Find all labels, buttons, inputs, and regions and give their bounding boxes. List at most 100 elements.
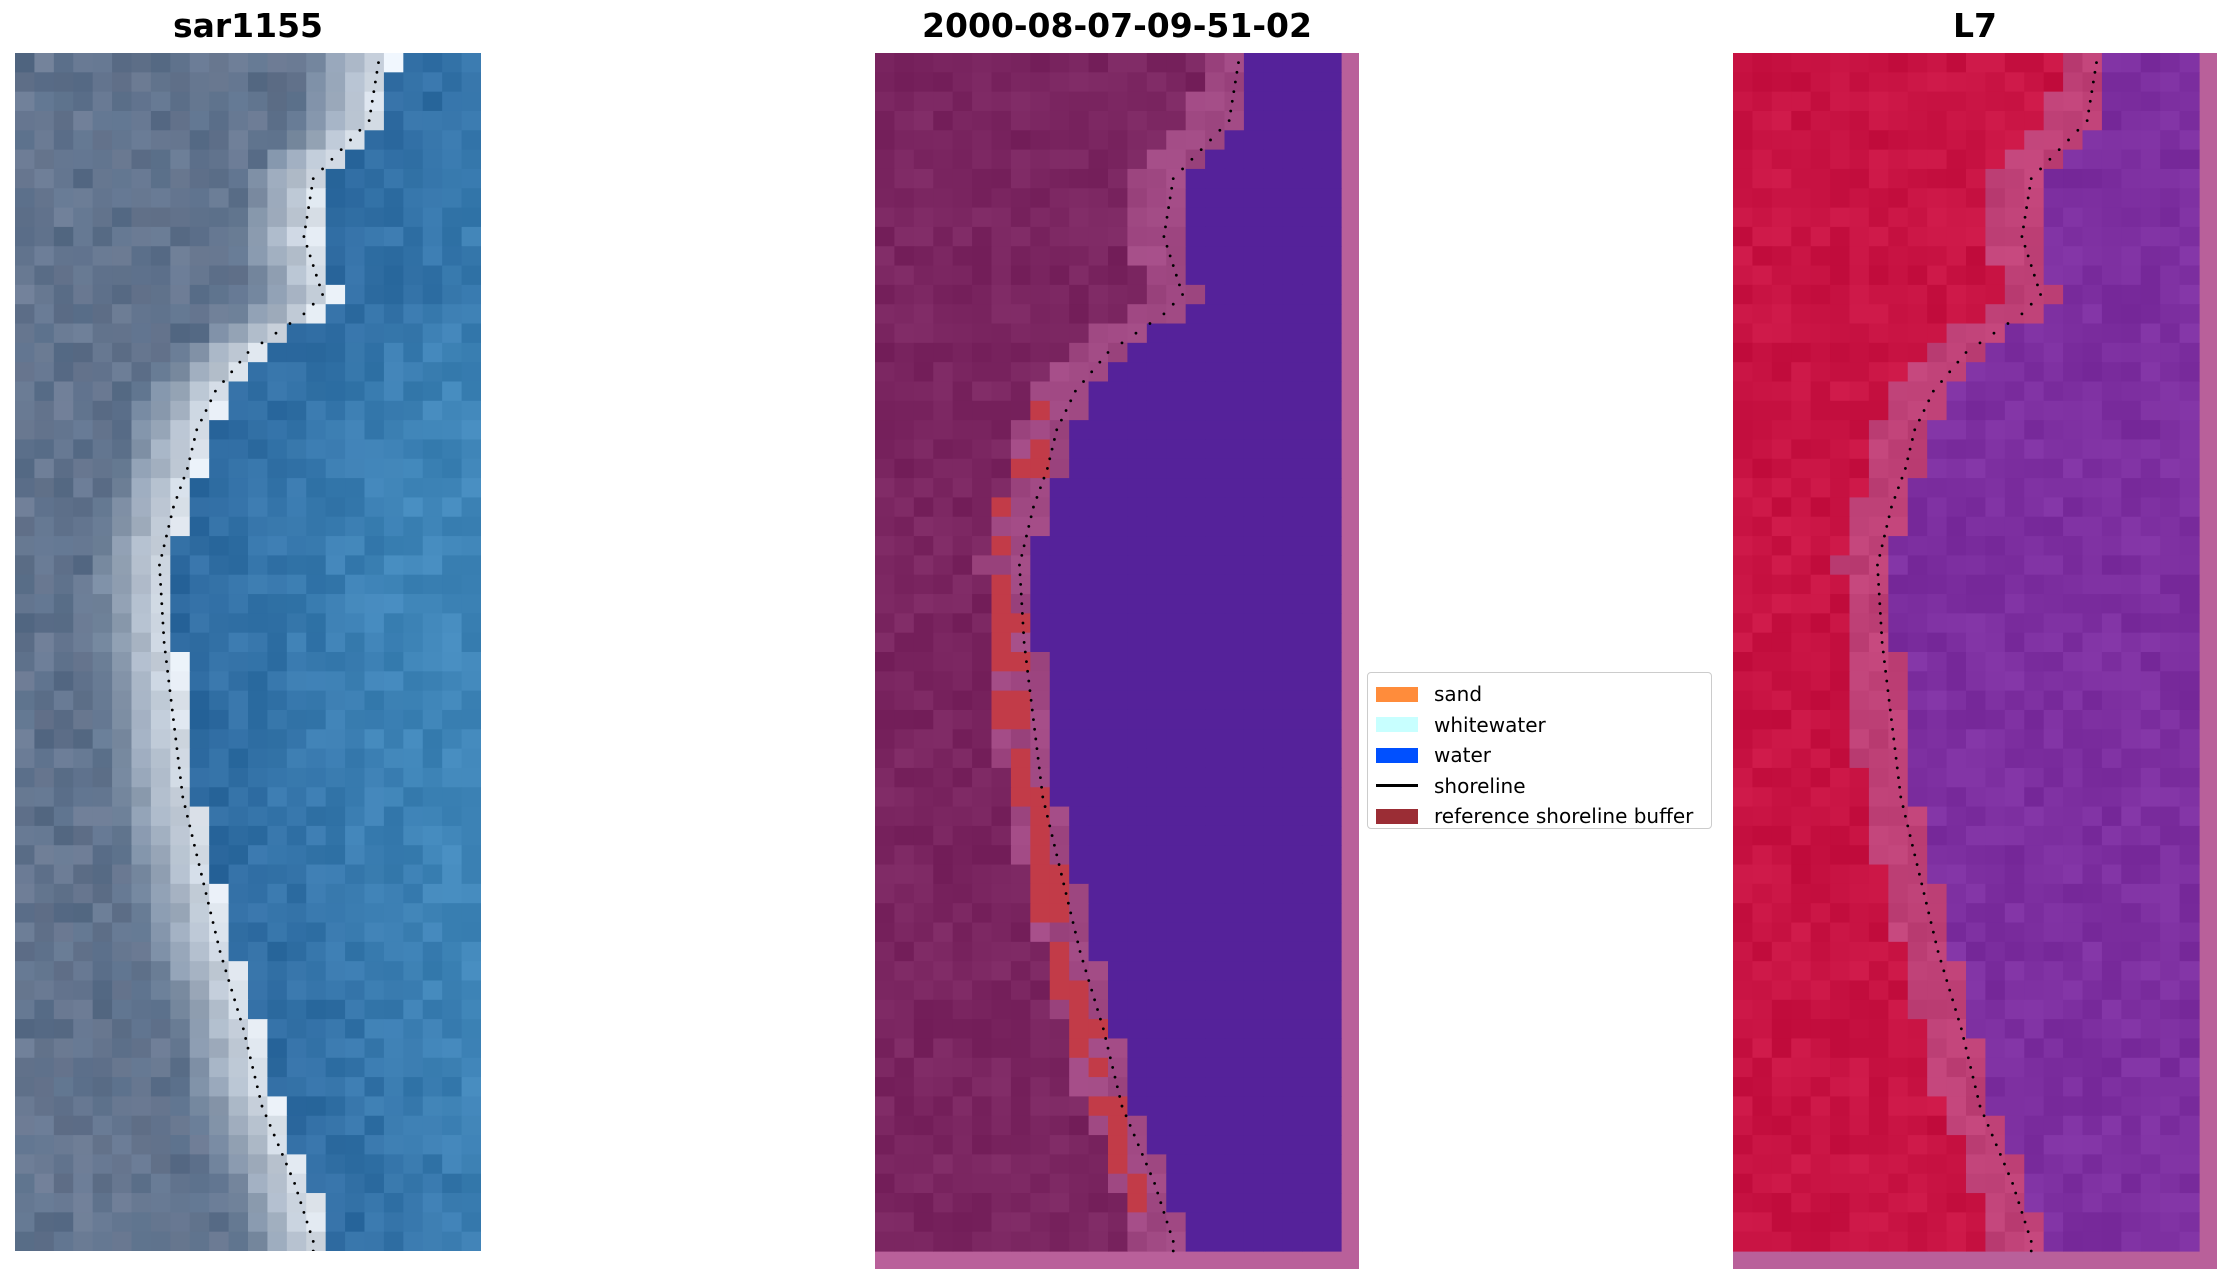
rgb-pixel: [131, 632, 152, 653]
rgb-pixel: [170, 188, 191, 209]
index-pixel: [2004, 1096, 2025, 1117]
rgb-pixel: [34, 91, 55, 112]
class-pixel: [1224, 806, 1245, 827]
class-pixel: [1302, 1115, 1323, 1136]
class-pixel: [1088, 825, 1109, 846]
class-pixel: [1282, 207, 1303, 228]
index-pixel: [1752, 265, 1773, 286]
rgb-pixel: [209, 1173, 230, 1194]
rgb-pixel: [150, 188, 171, 209]
class-pixel: [1108, 594, 1129, 614]
rgb-pixel: [325, 1077, 346, 1098]
rgb-pixel: [364, 381, 385, 402]
class-pixel: [875, 767, 896, 788]
rgb-pixel: [306, 207, 327, 228]
index-pixel: [2043, 922, 2064, 943]
rgb-pixel: [34, 748, 55, 769]
class-pixel: [1243, 284, 1264, 305]
class-pixel: [952, 91, 973, 112]
index-pixel: [2179, 806, 2200, 827]
index-pixel: [2140, 652, 2161, 672]
index-pixel: [2121, 420, 2142, 441]
rgb-pixel: [442, 130, 463, 151]
class-pixel: [1049, 652, 1070, 672]
rgb-pixel: [442, 1154, 463, 1175]
index-pixel: [1888, 961, 1909, 982]
class-pixel: [894, 1231, 915, 1252]
class-pixel: [1127, 536, 1148, 556]
rgb-pixel: [34, 400, 55, 421]
index-pixel: [1888, 613, 1909, 634]
class-pixel: [913, 246, 934, 267]
rgb-pixel: [170, 1115, 191, 1136]
index-pixel: [1927, 632, 1948, 653]
index-pixel: [1771, 1115, 1792, 1136]
class-pixel: [1146, 1135, 1167, 1155]
index-pixel: [2004, 864, 2025, 885]
class-pixel: [1282, 246, 1303, 267]
rgb-pixel: [73, 748, 94, 769]
rgb-pixel: [34, 883, 55, 904]
index-pixel: [1868, 961, 1889, 982]
index-pixel: [1791, 961, 1812, 982]
class-pixel: [1321, 941, 1342, 962]
rgb-pixel: [461, 690, 481, 711]
index-pixel: [1927, 1154, 1948, 1175]
rgb-pixel: [364, 690, 385, 711]
class-pixel: [1127, 555, 1148, 576]
index-pixel: [2043, 362, 2064, 383]
class-pixel: [1108, 690, 1129, 711]
class-pixel: [875, 439, 896, 460]
rgb-pixel: [248, 632, 269, 653]
class-pixel: [1049, 555, 1070, 576]
index-pixel: [2121, 1135, 2142, 1155]
rgb-pixel: [383, 284, 404, 305]
rgb-pixel: [364, 110, 385, 131]
index-pixel: [1733, 478, 1754, 499]
rgb-pixel: [306, 1077, 327, 1098]
index-pixel: [1868, 671, 1889, 692]
rgb-pixel: [461, 961, 481, 982]
rgb-pixel: [150, 72, 171, 93]
rgb-pixel: [34, 420, 55, 441]
rgb-pixel: [15, 555, 36, 576]
rgb-pixel: [131, 304, 152, 325]
rgb-pixel: [267, 652, 288, 672]
class-pixel: [1088, 342, 1109, 363]
class-pixel: [1302, 845, 1323, 866]
class-pixel: [1108, 342, 1129, 363]
class-pixel: [1146, 265, 1167, 286]
class-pixel: [952, 536, 973, 556]
class-pixel: [933, 941, 954, 962]
class-pixel: [1146, 999, 1167, 1020]
class-pixel: [952, 1019, 973, 1040]
rgb-pixel: [267, 478, 288, 499]
class-pixel: [991, 304, 1012, 325]
class-pixel: [972, 613, 993, 634]
rgb-pixel: [228, 980, 249, 1001]
index-pixel: [2004, 149, 2025, 170]
index-pixel: [1927, 1193, 1948, 1213]
class-pixel: [1010, 1057, 1031, 1078]
rgb-pixel: [248, 53, 269, 73]
index-pixel: [2179, 671, 2200, 692]
index-pixel: [1771, 903, 1792, 924]
rgb-pixel: [53, 555, 74, 576]
class-pixel: [1049, 168, 1070, 189]
index-pixel: [1849, 980, 1870, 1001]
rgb-pixel: [422, 91, 443, 112]
rgb-pixel: [189, 400, 210, 421]
rgb-pixel: [383, 709, 404, 730]
rgb-pixel: [442, 381, 463, 402]
rgb-pixel: [53, 845, 74, 866]
rgb-pixel: [131, 458, 152, 479]
class-pixel: [1088, 941, 1109, 962]
rgb-pixel: [15, 130, 36, 151]
rgb-pixel: [286, 226, 307, 247]
index-pixel: [1946, 787, 1967, 808]
class-pixel: [1146, 1212, 1167, 1233]
class-pixel: [1010, 226, 1031, 247]
index-pixel: [1946, 845, 1967, 866]
class-pixel: [1049, 594, 1070, 614]
index-pixel: [1927, 149, 1948, 170]
